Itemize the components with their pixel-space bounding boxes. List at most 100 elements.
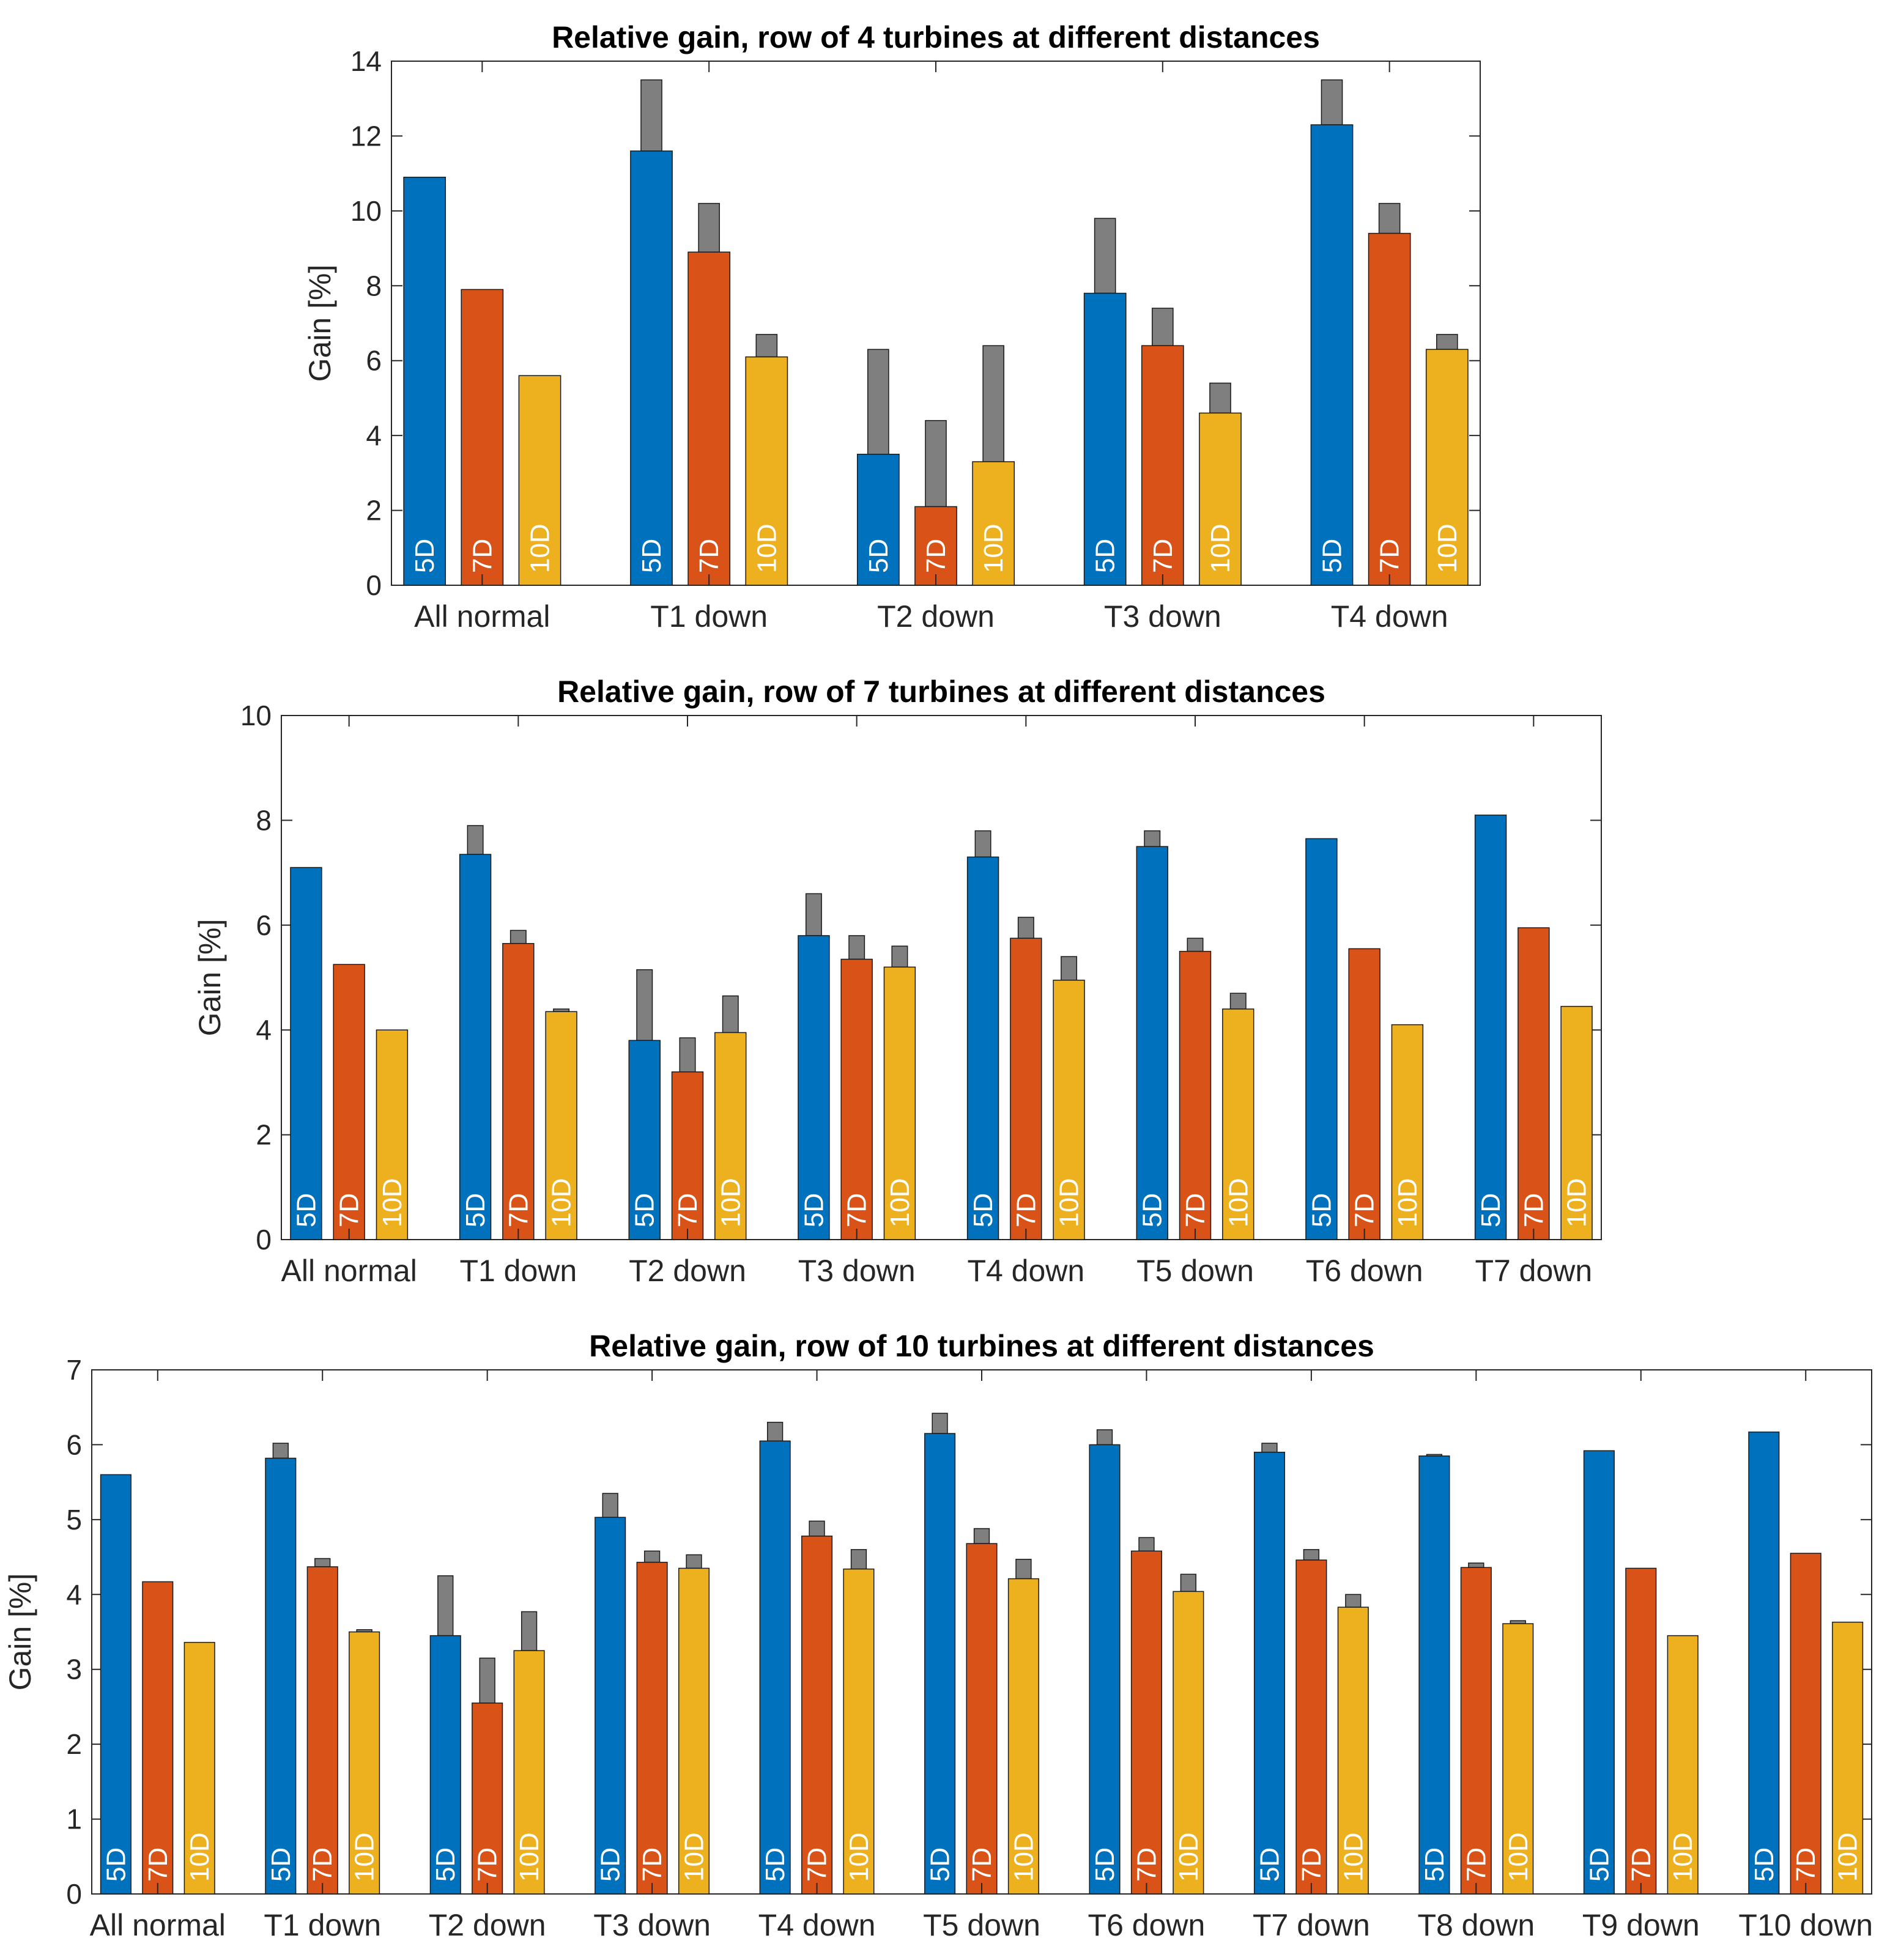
x-tick-label: T4 down: [758, 1908, 876, 1942]
bar-5D: [856, 454, 900, 586]
y-tick-label: 6: [256, 909, 272, 941]
bar-extension-7D: [973, 1528, 990, 1544]
bar-extension-7D: [1468, 1562, 1484, 1568]
bar-10D: [1007, 1578, 1039, 1895]
bar-10D: [1222, 1008, 1254, 1240]
x-tick-label: T5 down: [1136, 1254, 1254, 1288]
bar-label-10D: 10D: [680, 1832, 710, 1882]
bar-label-10D: 10D: [885, 1178, 915, 1227]
bar-7D: [1625, 1567, 1657, 1895]
bar-10D: [518, 375, 561, 586]
bar-5D: [966, 856, 999, 1240]
bar-extension-5D: [640, 79, 662, 152]
chart-title: Relative gain, row of 4 turbines at diff…: [552, 20, 1320, 54]
bar-10D: [1337, 1607, 1369, 1895]
bar-label-5D: 5D: [431, 1847, 461, 1882]
bar-5D: [1136, 846, 1168, 1240]
y-tick-label: 7: [66, 1354, 82, 1386]
x-tick-label: All normal: [414, 599, 550, 634]
bar-label-10D: 10D: [752, 523, 782, 573]
bar-label-7D: 7D: [802, 1847, 832, 1882]
bar-5D: [290, 867, 322, 1240]
bar-5D: [1310, 124, 1354, 586]
bar-label-10D: 10D: [1503, 1832, 1533, 1882]
bar-7D: [472, 1703, 503, 1895]
chart-title: Relative gain, row of 10 turbines at dif…: [589, 1329, 1374, 1363]
bar-extension-7D: [809, 1520, 825, 1537]
bar-extension-5D: [467, 825, 484, 855]
bar-label-7D: 7D: [1148, 539, 1178, 573]
bar-label-10D: 10D: [716, 1178, 746, 1227]
bar-extension-5D: [805, 893, 822, 936]
bar-10D: [678, 1567, 710, 1895]
x-tick-label: T3 down: [1104, 599, 1221, 634]
bar-5D: [759, 1440, 791, 1895]
bar-5D: [100, 1474, 132, 1895]
bar-label-7D: 7D: [1519, 1193, 1549, 1227]
bar-label-10D: 10D: [1009, 1832, 1039, 1882]
bar-extension-7D: [1152, 308, 1174, 346]
bar-label-7D: 7D: [967, 1847, 997, 1882]
bar-label-5D: 5D: [925, 1847, 955, 1882]
x-tick-label: T2 down: [629, 1254, 746, 1288]
bar-5D: [595, 1517, 626, 1895]
bar-extension-7D: [1378, 202, 1401, 234]
y-tick-label: 0: [256, 1224, 272, 1256]
bar-label-10D: 10D: [979, 523, 1009, 573]
bar-label-7D: 7D: [1011, 1193, 1041, 1227]
bar-label-7D: 7D: [842, 1193, 872, 1227]
bar-7D: [461, 289, 504, 586]
y-tick-label: 14: [350, 45, 382, 77]
x-tick-label: T7 down: [1475, 1254, 1592, 1288]
bar-extension-7D: [314, 1558, 331, 1567]
x-tick-label: All normal: [281, 1254, 417, 1288]
bar-7D: [1460, 1567, 1492, 1895]
bar-extension-7D: [1017, 917, 1034, 939]
bar-extension-5D: [867, 349, 889, 455]
bar-label-7D: 7D: [694, 539, 724, 573]
y-tick-label: 2: [366, 495, 382, 527]
bar-label-5D: 5D: [864, 539, 894, 573]
bar-extension-10D: [755, 334, 778, 358]
bar-5D: [1418, 1455, 1450, 1895]
x-tick-label: T5 down: [923, 1908, 1040, 1942]
x-tick-label: T3 down: [593, 1908, 711, 1942]
bar-label-7D: 7D: [1180, 1193, 1210, 1227]
bar-label-7D: 7D: [503, 1193, 533, 1227]
bar-extension-5D: [602, 1493, 618, 1518]
y-tick-label: 0: [66, 1878, 82, 1910]
bar-extension-10D: [1345, 1594, 1362, 1608]
bar-10D: [843, 1568, 875, 1895]
bar-label-5D: 5D: [1090, 1847, 1120, 1882]
bar-10D: [1173, 1591, 1204, 1895]
y-axis-label: Gain [%]: [193, 919, 227, 1037]
bar-extension-10D: [1061, 956, 1078, 981]
y-tick-label: 6: [366, 345, 382, 377]
bar-extension-10D: [1436, 334, 1458, 350]
bar-7D: [966, 1543, 998, 1895]
bar-label-5D: 5D: [1317, 539, 1347, 573]
bar-label-5D: 5D: [596, 1847, 626, 1882]
bar-label-10D: 10D: [1668, 1832, 1698, 1882]
bar-extension-5D: [1144, 830, 1161, 848]
bar-extension-10D: [1209, 382, 1231, 414]
bar-label-7D: 7D: [637, 1847, 667, 1882]
x-tick-label: T6 down: [1088, 1908, 1206, 1942]
bar-extension-7D: [1138, 1537, 1155, 1552]
bar-label-10D: 10D: [1393, 1178, 1423, 1227]
bar-7D: [1348, 948, 1380, 1240]
bar-label-5D: 5D: [1138, 1193, 1168, 1227]
bar-label-7D: 7D: [308, 1847, 338, 1882]
x-tick-label: All normal: [90, 1908, 226, 1942]
y-tick-label: 8: [256, 804, 272, 836]
bar-label-10D: 10D: [350, 1832, 380, 1882]
bar-label-5D: 5D: [637, 539, 667, 573]
bar-label-7D: 7D: [1375, 539, 1405, 573]
bar-5D: [429, 1635, 461, 1895]
bar-extension-10D: [686, 1554, 702, 1569]
bar-7D: [142, 1581, 174, 1895]
bar-label-5D: 5D: [1306, 1193, 1336, 1227]
bar-label-10D: 10D: [1338, 1832, 1368, 1882]
bar-7D: [333, 964, 365, 1240]
